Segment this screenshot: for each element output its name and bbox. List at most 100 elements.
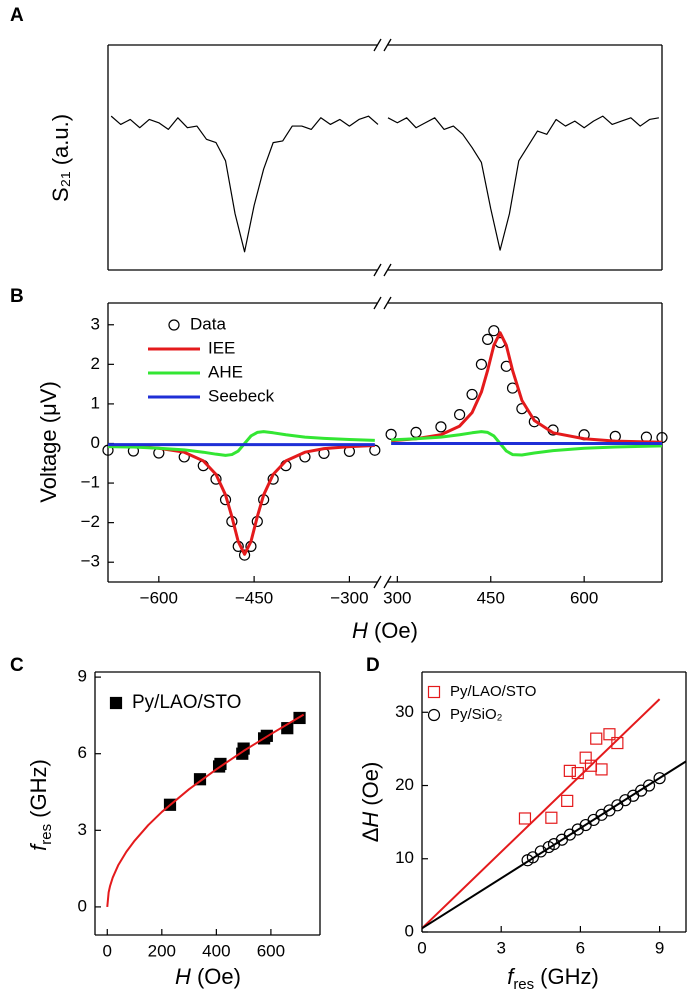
data-line — [390, 331, 663, 444]
x-axis-label: fres (GHz) — [507, 964, 599, 993]
legend-label: Py/LAO/STO — [132, 692, 241, 713]
data-line — [110, 115, 379, 253]
data-point — [528, 416, 540, 428]
x-tick-label: −600 — [140, 588, 178, 607]
legend-marker — [109, 696, 123, 710]
data-point — [454, 409, 466, 421]
data-point — [238, 549, 251, 561]
break-mark — [383, 296, 392, 310]
panel-label: C — [10, 655, 24, 676]
x-axis-label: H (Oe) — [352, 618, 418, 643]
axis-frame — [107, 44, 378, 271]
y-axis-unit: (GHz) — [26, 759, 51, 818]
break-mark — [383, 575, 392, 589]
legend-marker — [168, 319, 180, 331]
data-line — [421, 760, 687, 930]
x-tick-label: 600 — [570, 588, 598, 607]
x-axis-unit: (Oe) — [374, 618, 418, 643]
data-line — [387, 115, 659, 251]
data-point — [475, 358, 488, 370]
data-point — [642, 779, 656, 792]
data-point — [595, 763, 608, 776]
y-axis-label: S₂₁ (a.u.) — [48, 114, 73, 202]
data-point — [563, 764, 576, 777]
legend-label: Py/LAO/STO — [450, 683, 536, 700]
y-tick-label: 0 — [78, 896, 87, 915]
legend-marker — [427, 708, 441, 722]
data-point — [526, 851, 539, 864]
data-point — [193, 773, 207, 786]
panel-label: A — [10, 5, 24, 26]
y-axis-symbol: f — [26, 842, 51, 851]
y-tick-label: 6 — [78, 743, 87, 762]
y-tick-label: 20 — [395, 775, 414, 794]
data-point — [435, 421, 447, 433]
x-axis-subscript: res — [513, 976, 534, 993]
data-point — [545, 811, 558, 824]
x-tick-label: −450 — [235, 588, 273, 607]
data-point — [369, 444, 381, 456]
y-tick-label: 3 — [91, 314, 100, 333]
data-point — [488, 325, 500, 337]
data-point — [518, 812, 532, 825]
y-axis-label: Voltage (μV) — [36, 381, 61, 503]
x-axis-label: H (Oe) — [175, 964, 241, 989]
data-line — [391, 430, 663, 457]
x-tick-label: 3 — [496, 938, 505, 957]
break-mark — [383, 263, 392, 277]
x-tick-label: 400 — [202, 941, 230, 960]
data-point — [653, 772, 666, 785]
panel-label: B — [10, 286, 24, 307]
y-tick-label: 0 — [405, 921, 414, 940]
x-tick-label: 200 — [148, 941, 176, 960]
y-tick-label: 3 — [78, 820, 87, 839]
panel-label: D — [366, 655, 380, 676]
legend-label: Py/SiO₂ — [450, 706, 503, 723]
y-axis-unit: (Oe) — [358, 762, 383, 806]
x-axis-symbol: f — [507, 964, 516, 989]
legend-label: Seebeck — [208, 386, 275, 405]
y-tick-label: 0 — [91, 433, 100, 452]
data-point — [603, 728, 616, 741]
x-tick-label: 450 — [477, 588, 505, 607]
y-tick-label: −2 — [81, 512, 100, 531]
x-tick-label: 300 — [383, 588, 411, 607]
axis-frame — [94, 671, 321, 936]
x-tick-label: 0 — [417, 938, 426, 957]
y-tick-label: 1 — [91, 393, 100, 412]
data-line — [421, 698, 661, 930]
data-point — [482, 333, 494, 346]
x-axis-unit: (Oe) — [197, 964, 241, 989]
data-line — [106, 713, 305, 908]
axis-frame — [421, 671, 687, 933]
x-axis-unit: (GHz) — [540, 964, 599, 989]
axis-frame — [107, 302, 378, 583]
x-tick-label: 600 — [257, 941, 285, 960]
data-point — [466, 388, 478, 401]
data-line — [107, 443, 375, 556]
data-point — [611, 736, 624, 750]
y-tick-label: 9 — [78, 667, 87, 686]
x-axis-symbol: H — [352, 618, 368, 643]
y-axis-label: fres (GHz) — [26, 759, 55, 851]
legend-label: IEE — [208, 338, 235, 357]
data-point — [590, 732, 603, 745]
y-axis-prefix: Δ — [358, 827, 383, 842]
y-tick-label: 10 — [395, 848, 414, 867]
axis-frame — [388, 44, 663, 271]
break-mark — [383, 38, 392, 52]
x-tick-label: 9 — [655, 938, 664, 957]
y-tick-label: 30 — [395, 702, 414, 721]
x-tick-label: 6 — [576, 938, 585, 957]
legend-label: Data — [190, 314, 226, 333]
y-axis-symbol: H — [358, 812, 383, 828]
y-axis-label: ΔH (Oe) — [358, 762, 383, 843]
y-tick-label: 2 — [91, 354, 100, 373]
y-tick-label: −1 — [81, 473, 100, 492]
data-point — [561, 794, 574, 808]
legend-label: AHE — [208, 362, 243, 381]
